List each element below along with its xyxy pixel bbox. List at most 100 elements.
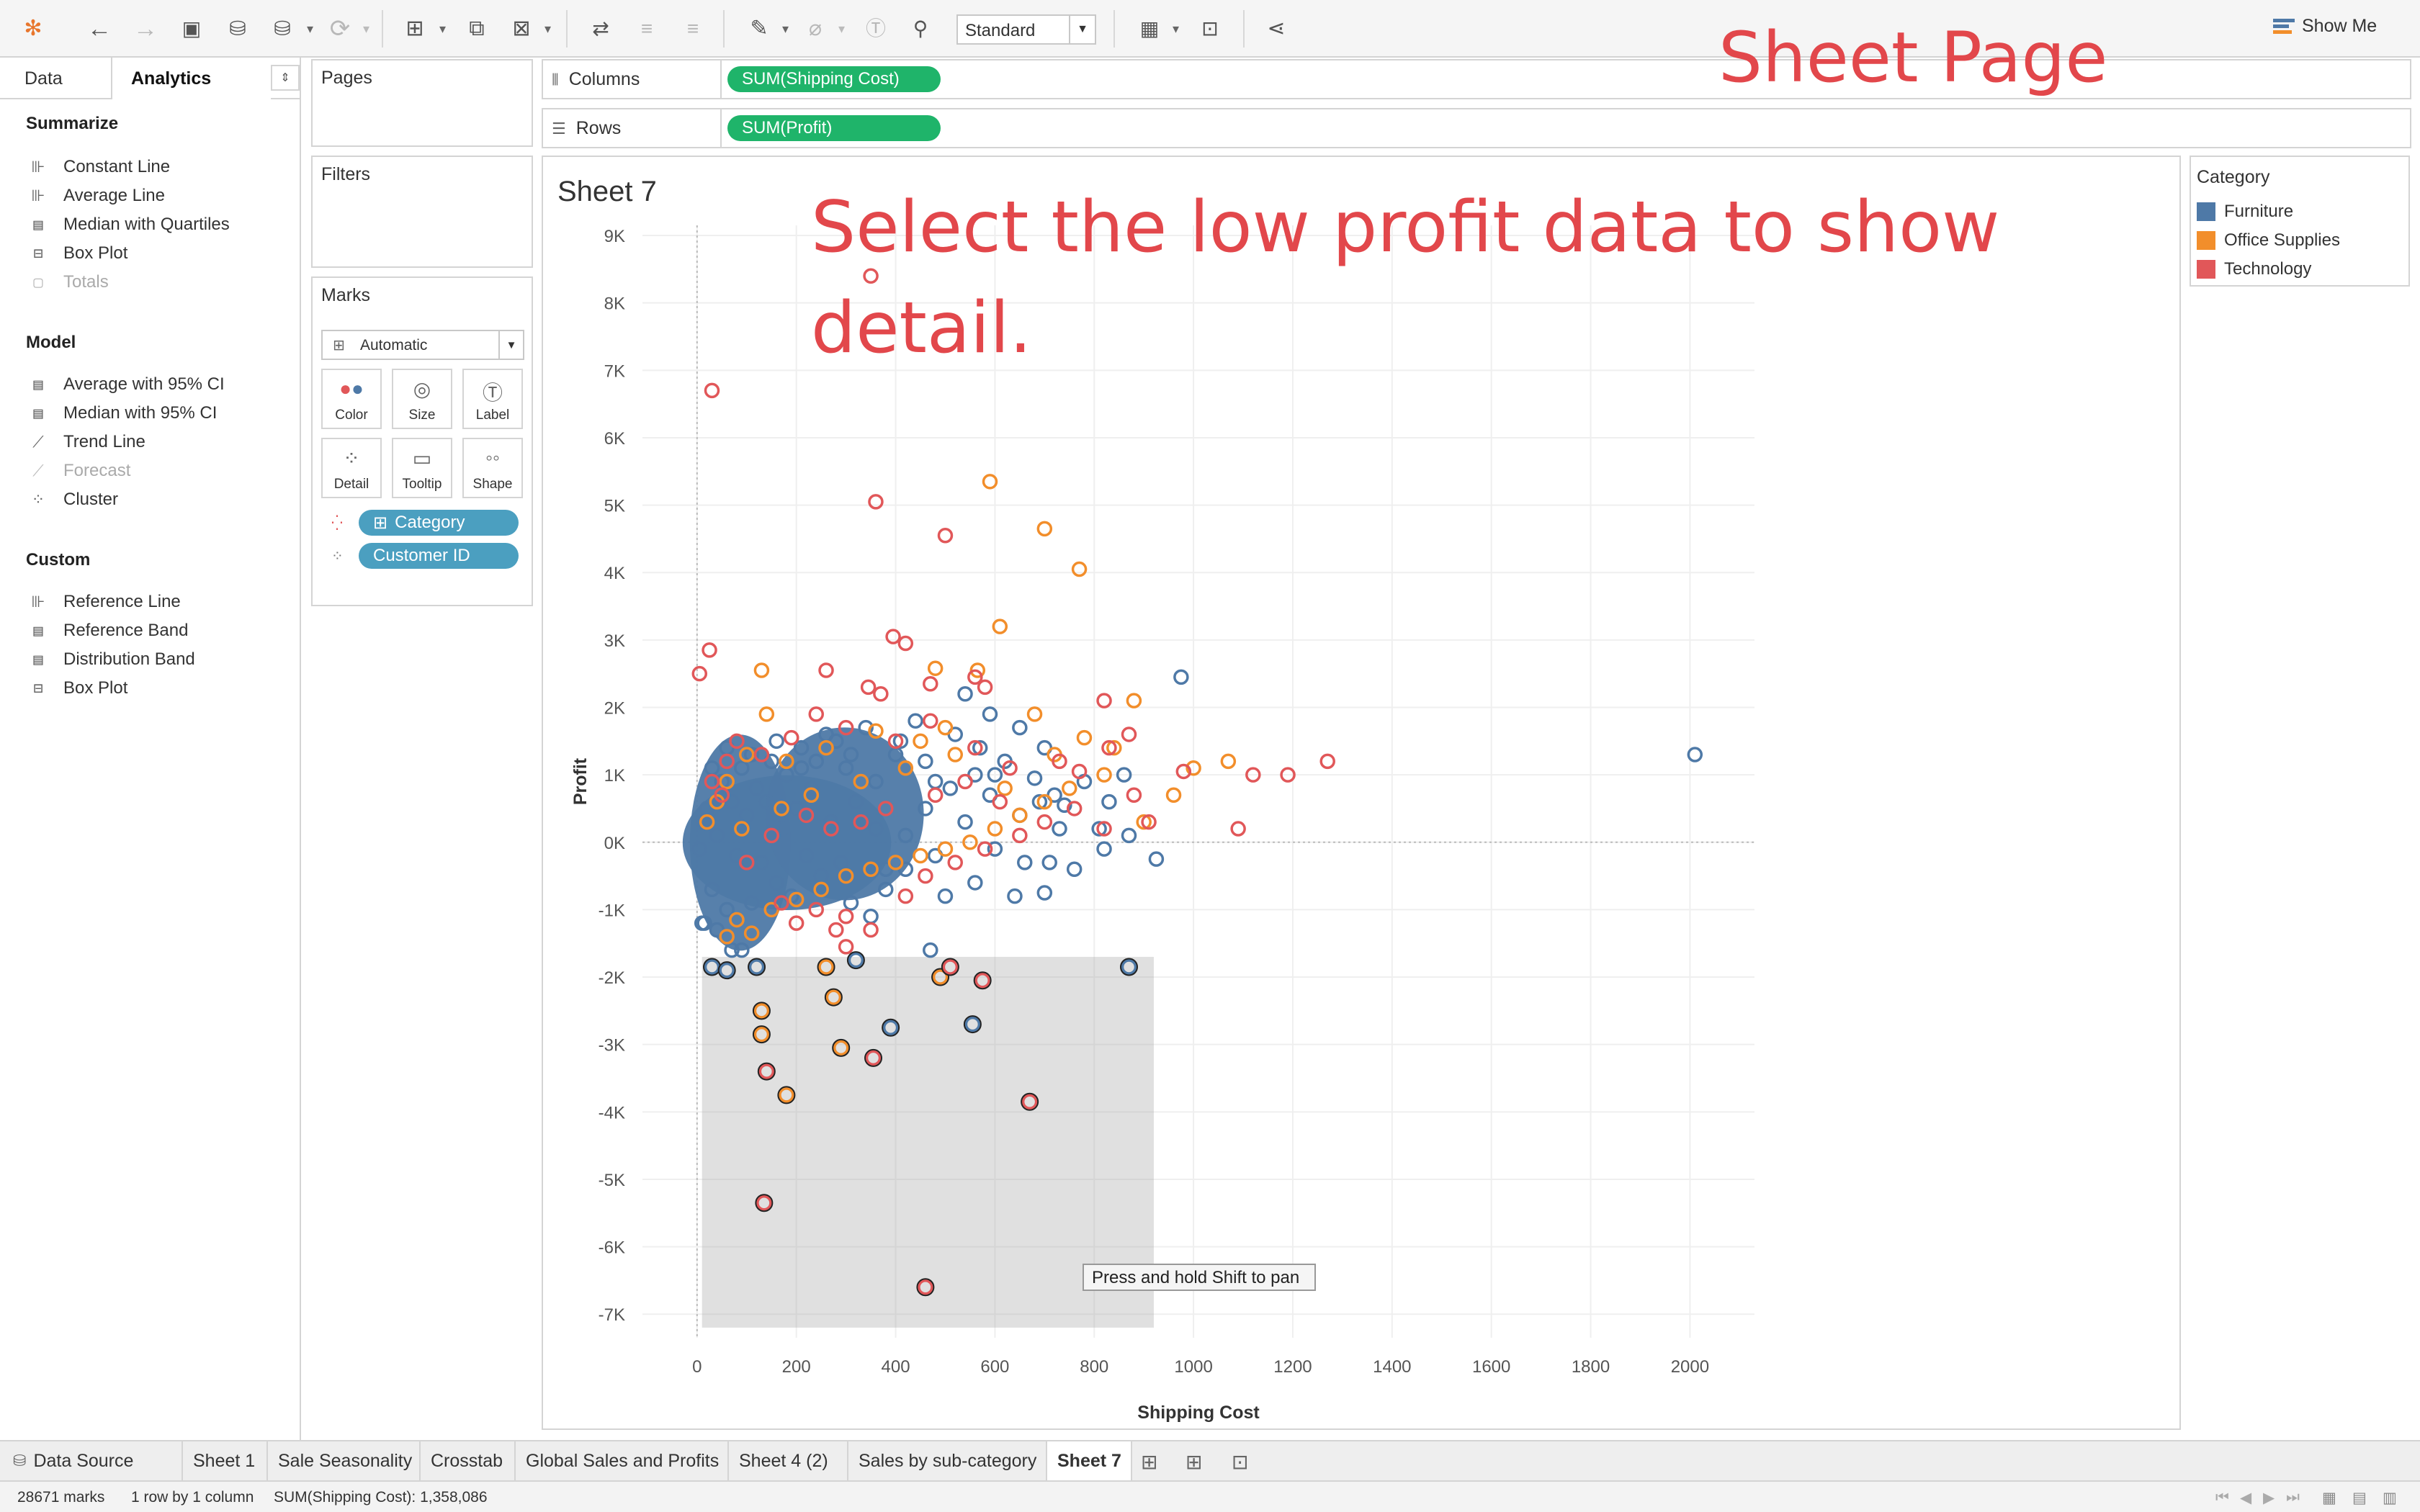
fix-axes-icon[interactable]: ⚲ [913,17,928,40]
data-point [1041,855,1057,870]
data-point [808,706,824,722]
show-mark-labels-icon[interactable]: Ⓣ [865,17,886,40]
columns-label: Columns [568,69,640,89]
mark-type-select[interactable]: ⊞ Automatic ▼ [321,330,524,360]
columns-shelf[interactable]: ⦀ Columns SUM(Shipping Cost) [542,59,2411,99]
legend-item-technology[interactable]: Technology [2197,259,2311,279]
analytics-item-reference-line[interactable]: ⊪ Reference Line [26,592,180,612]
analytics-item-label: Box Plot [63,678,128,698]
new-data-source-icon[interactable]: ⛁ [229,17,246,40]
save-icon[interactable]: ▣ [182,17,202,40]
tab-sale-seasonality[interactable]: Sale Seasonality [268,1441,421,1480]
analytics-item-label: Box Plot [63,243,128,263]
redo-icon[interactable]: → [133,15,158,42]
analytics-item-box-plot[interactable]: ⊟ Box Plot [26,243,127,264]
sort-descending-icon[interactable]: ≡ [686,17,699,40]
tab-sheet-7[interactable]: Sheet 7 [1047,1441,1132,1480]
tab-analytics[interactable]: Analytics [112,58,271,99]
show-cards-icon[interactable]: ▦ [1139,17,1160,40]
highlight-icon[interactable]: ✎ [750,17,768,40]
duplicate-icon[interactable]: ⧉ [469,17,485,40]
refresh-icon[interactable]: ⟳ [329,15,351,42]
tooltip-icon: ▭ [412,447,432,469]
filters-shelf[interactable]: Filters [311,156,533,268]
new-dashboard-icon[interactable]: ⊞ [1186,1451,1203,1473]
label-button[interactable]: Ⓣ Label [462,369,523,429]
legend-item-office-supplies[interactable]: Office Supplies [2197,230,2340,251]
legend-swatch [2197,202,2215,221]
tab-crosstab[interactable]: Crosstab [421,1441,516,1480]
analytics-item-median-ci[interactable]: ▤ Median with 95% CI [26,403,217,423]
tooltip-button[interactable]: ▭ Tooltip [392,438,452,498]
filmstrip-view-icon[interactable]: ▤ [2352,1490,2367,1506]
data-point [967,875,983,891]
rows-shelf[interactable]: ☰ Rows SUM(Profit) [542,108,2411,148]
last-page-icon[interactable]: ⏭ [2286,1489,2300,1506]
shipping-cost-pill[interactable]: SUM(Shipping Cost) [727,66,941,92]
analytics-item-cluster[interactable]: ⁘ Cluster [26,490,118,510]
analytics-item-distribution-band[interactable]: ▤ Distribution Band [26,649,194,670]
chevron-down-icon[interactable]: ▾ [307,22,314,36]
new-story-icon[interactable]: ⊡ [1232,1451,1249,1473]
profit-pill[interactable]: SUM(Profit) [727,115,941,141]
analytics-item-average-ci[interactable]: ▤ Average with 95% CI [26,374,224,395]
swap-rows-columns-icon[interactable]: ⇄ [592,17,609,40]
next-page-icon[interactable]: ▶ [2263,1490,2275,1506]
status-bar: 28671 marks 1 row by 1 column SUM(Shippi… [0,1480,2420,1512]
tab-sheet-4-2[interactable]: Sheet 4 (2) [729,1441,848,1480]
scatter-chart[interactable]: 0 200 400 600 800 1000 1200 1400 1600 1800 2000 9K 8… [543,157,2179,1428]
data-point [897,827,914,844]
pages-shelf[interactable]: Pages [311,59,533,147]
size-button[interactable]: ◎ Size [392,369,452,429]
customer-id-pill[interactable]: Customer ID [359,543,519,569]
data-point [885,629,901,644]
share-icon[interactable]: ⋖ [1267,17,1286,40]
detail-button[interactable]: ⁘ Detail [321,438,382,498]
tab-global-sales-and-profits[interactable]: Global Sales and Profits [516,1441,729,1480]
tab-sales-by-sub-category[interactable]: Sales by sub-category [848,1441,1047,1480]
sort-ascending-icon[interactable]: ≡ [640,17,653,40]
chevron-down-icon[interactable]: ▾ [363,22,370,36]
group-icon[interactable]: ⌀ [808,17,823,40]
first-page-icon[interactable]: ⏮ [2215,1489,2229,1506]
selected-point-outline [777,1086,796,1104]
y-tick-label: 4K [604,564,625,583]
chevron-down-icon[interactable]: ▾ [838,22,846,36]
worksheet-view[interactable]: Sheet 7 0 200 400 600 800 1000 1200 1400 1600 180… [542,156,2181,1430]
category-pill[interactable]: ⊞ Category [359,510,519,536]
analytics-item-reference-band[interactable]: ▤ Reference Band [26,621,188,641]
tab-data[interactable]: Data [0,58,112,99]
pane-menu-icon[interactable]: ⇕ [271,65,300,91]
chevron-down-icon[interactable]: ▾ [544,22,552,36]
analytics-item-box-plot-custom[interactable]: ⊟ Box Plot [26,678,127,698]
chevron-down-icon[interactable]: ▾ [439,22,447,36]
fit-width-select[interactable]: Standard ▼ [956,14,1096,45]
prev-page-icon[interactable]: ◀ [2240,1490,2252,1506]
presentation-mode-icon[interactable]: ⊡ [1201,17,1219,40]
data-point [868,494,884,510]
tab-label: Data Source [33,1450,134,1471]
legend-item-furniture[interactable]: Furniture [2197,202,2293,222]
tab-sheet-1[interactable]: Sheet 1 [183,1441,268,1480]
undo-icon[interactable]: ← [87,15,112,42]
analytics-item-average-line[interactable]: ⊪ Average Line [26,186,165,206]
new-worksheet-icon[interactable]: ⊞ [405,17,424,40]
rows-label: Rows [575,118,622,138]
chevron-down-icon[interactable]: ▾ [1173,22,1180,36]
clear-sheet-icon[interactable]: ⊠ [512,17,531,40]
data-point [1052,821,1067,837]
tab-data-source[interactable]: ⛁ Data Source [0,1441,183,1480]
data-point [753,1003,770,1019]
analytics-item-constant-line[interactable]: ⊪ Constant Line [26,157,170,177]
analytics-item-trend-line[interactable]: ⟋ Trend Line [26,432,145,452]
show-me-button[interactable]: Show Me [2273,16,2377,37]
new-worksheet-icon[interactable]: ⊞ [1141,1451,1158,1473]
sorter-view-icon[interactable]: ▦ [2322,1490,2336,1506]
shape-button[interactable]: ◦◦ Shape [462,438,523,498]
color-button[interactable]: ●● Color [321,369,382,429]
pause-updates-icon[interactable]: ⛁ [274,17,291,40]
chevron-down-icon[interactable]: ▾ [782,22,789,36]
analytics-item-median-quartiles[interactable]: ▤ Median with Quartiles [26,215,229,235]
tableau-logo-icon[interactable]: ✻ [24,17,42,40]
tab-view-icon[interactable]: ▥ [2383,1490,2397,1506]
